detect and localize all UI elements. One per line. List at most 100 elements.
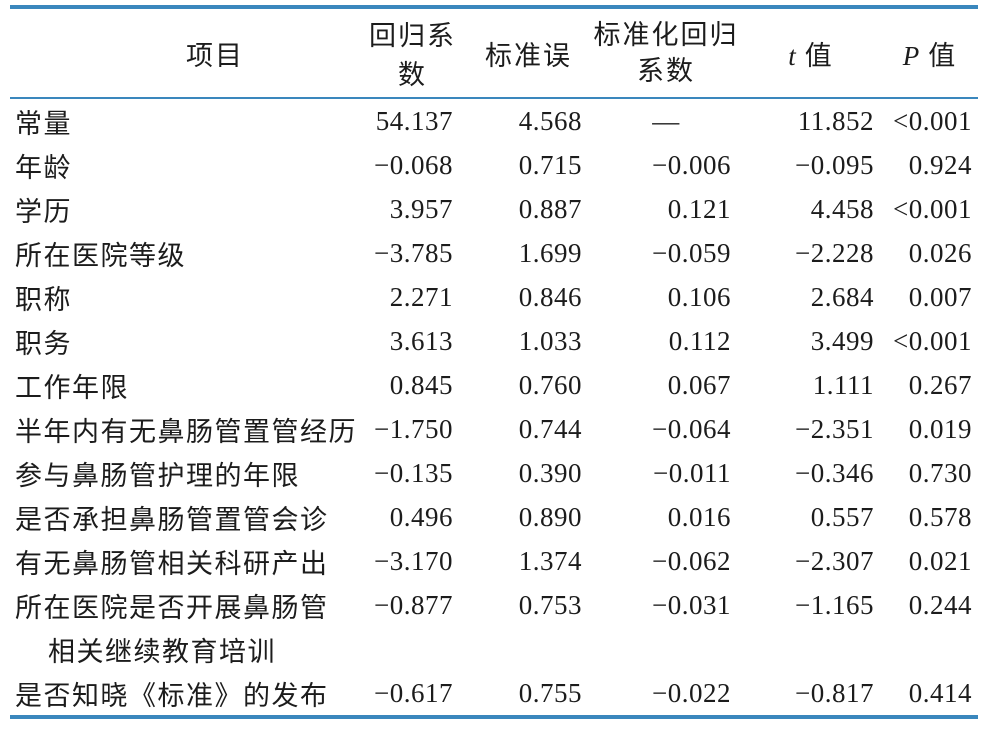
cell-p-value: 0.924: [908, 149, 972, 180]
cell-standard-error: 0.887: [518, 193, 582, 224]
cell-standard-error: [465, 627, 592, 671]
cell-coefficient: −3.170: [374, 545, 453, 576]
table-row-research-output: 有无鼻肠管相关科研产出 −3.170 1.374 −0.062 −2.307 0…: [10, 539, 978, 583]
cell-standard-error: 1.033: [518, 325, 582, 356]
cell-coefficient: −0.068: [374, 149, 453, 180]
cell-standardized-coefficient: [592, 627, 740, 671]
row-label-continuation: 相关继续教育培训: [48, 636, 276, 667]
p-symbol: P: [902, 40, 920, 71]
cell-standardized-coefficient: −0.062: [652, 545, 731, 576]
row-label: 所在医院是否开展鼻肠管: [15, 592, 329, 623]
cell-standardized-coefficient: 0.016: [667, 501, 731, 532]
cell-p-value: [882, 627, 978, 671]
row-label: 所在医院等级: [15, 240, 186, 271]
cell-standard-error: 0.760: [518, 369, 582, 400]
cell-standardized-coefficient: −0.031: [652, 589, 731, 620]
row-label: 是否知晓《标准》的发布: [15, 680, 329, 711]
cell-standard-error: 4.568: [518, 105, 582, 136]
cell-p-value: 0.730: [908, 457, 972, 488]
cell-standard-error: 0.744: [518, 413, 582, 444]
cell-t-value: −1.165: [795, 589, 874, 620]
cell-standardized-coefficient: −0.011: [653, 457, 731, 488]
cell-t-value: −0.346: [795, 457, 874, 488]
cell-p-value: <0.001: [893, 193, 972, 224]
header-standard-error: 标准误: [485, 40, 572, 71]
cell-p-value: 0.021: [908, 545, 972, 576]
cell-standardized-coefficient: 0.112: [668, 325, 731, 356]
cell-standard-error: 0.890: [518, 501, 582, 532]
cell-t-value: −0.095: [795, 149, 874, 180]
cell-standardized-coefficient: −0.022: [652, 677, 731, 708]
cell-t-value: [740, 627, 882, 671]
cell-p-value: <0.001: [893, 325, 972, 356]
cell-coefficient: −1.750: [374, 413, 453, 444]
cell-coefficient: 54.137: [375, 105, 453, 136]
cell-standard-error: 0.715: [518, 149, 582, 180]
cell-p-value: 0.026: [908, 237, 972, 268]
cell-p-value: 0.578: [908, 501, 972, 532]
cell-p-value: 0.267: [908, 369, 972, 400]
table-row-education: 学历 3.957 0.887 0.121 4.458 <0.001: [10, 187, 978, 231]
header-coefficient: 回归系 数: [369, 21, 456, 90]
row-label: 工作年限: [15, 372, 129, 403]
cell-p-value: 0.007: [908, 281, 972, 312]
row-label: 参与鼻肠管护理的年限: [15, 460, 300, 491]
cell-coefficient: 3.613: [389, 325, 453, 356]
row-label: 常量: [15, 108, 72, 139]
cell-p-value: <0.001: [893, 105, 972, 136]
cell-t-value: 3.499: [810, 325, 874, 356]
cell-coefficient: −0.617: [374, 677, 453, 708]
table-row-professional-title: 职称 2.271 0.846 0.106 2.684 0.007: [10, 275, 978, 319]
row-label: 有无鼻肠管相关科研产出: [15, 548, 329, 579]
cell-standard-error: 1.374: [518, 545, 582, 576]
row-label: 职称: [15, 284, 72, 315]
cell-coefficient: −3.785: [374, 237, 453, 268]
table-row-age: 年龄 −0.068 0.715 −0.006 −0.095 0.924: [10, 143, 978, 187]
table-row-continuing-education-line2: 相关继续教育培训: [10, 627, 978, 671]
t-value-label: 值: [804, 40, 834, 71]
cell-standardized-coefficient: 0.067: [667, 369, 731, 400]
cell-t-value: 4.458: [810, 193, 874, 224]
header-item: 项目: [186, 40, 244, 71]
cell-t-value: 0.557: [810, 501, 874, 532]
cell-p-value: 0.244: [908, 589, 972, 620]
row-label: 半年内有无鼻肠管置管经历: [15, 416, 357, 447]
cell-t-value: 1.111: [812, 369, 874, 400]
cell-t-value: −2.228: [795, 237, 874, 268]
table-row-nursing-years: 参与鼻肠管护理的年限 −0.135 0.390 −0.011 −0.346 0.…: [10, 451, 978, 495]
cell-standard-error: 0.846: [518, 281, 582, 312]
cell-standardized-coefficient: —: [652, 105, 680, 136]
cell-coefficient: 2.271: [389, 281, 453, 312]
cell-standardized-coefficient: −0.064: [652, 413, 731, 444]
cell-standard-error: 0.753: [518, 589, 582, 620]
cell-standard-error: 1.699: [518, 237, 582, 268]
table-row-working-years: 工作年限 0.845 0.760 0.067 1.111 0.267: [10, 363, 978, 407]
cell-standardized-coefficient: −0.059: [652, 237, 731, 268]
row-label: 年龄: [15, 152, 72, 183]
cell-standardized-coefficient: −0.006: [652, 149, 731, 180]
cell-standardized-coefficient: 0.121: [667, 193, 731, 224]
table-row-consultation: 是否承担鼻肠管置管会诊 0.496 0.890 0.016 0.557 0.57…: [10, 495, 978, 539]
row-label: 学历: [15, 196, 72, 227]
row-label: 职务: [15, 328, 72, 359]
cell-t-value: 2.684: [810, 281, 874, 312]
p-value-label: 值: [928, 40, 958, 71]
header-standardized-coefficient: 标准化回归 系数: [592, 7, 740, 98]
table-row-standard-awareness: 是否知晓《标准》的发布 −0.617 0.755 −0.022 −0.817 0…: [10, 671, 978, 717]
t-symbol: t: [788, 40, 796, 71]
cell-coefficient: [360, 627, 465, 671]
cell-t-value: −0.817: [795, 677, 874, 708]
table-row-continuing-education: 所在医院是否开展鼻肠管 −0.877 0.753 −0.031 −1.165 0…: [10, 583, 978, 627]
table-row-position: 职务 3.613 1.033 0.112 3.499 <0.001: [10, 319, 978, 363]
header-standardized-line1: 标准化回归: [593, 19, 739, 50]
cell-coefficient: −0.135: [374, 457, 453, 488]
cell-t-value: 11.852: [797, 105, 874, 136]
table-row-constant: 常量 54.137 4.568 — 11.852 <0.001: [10, 98, 978, 143]
cell-coefficient: −0.877: [374, 589, 453, 620]
cell-standard-error: 0.755: [518, 677, 582, 708]
